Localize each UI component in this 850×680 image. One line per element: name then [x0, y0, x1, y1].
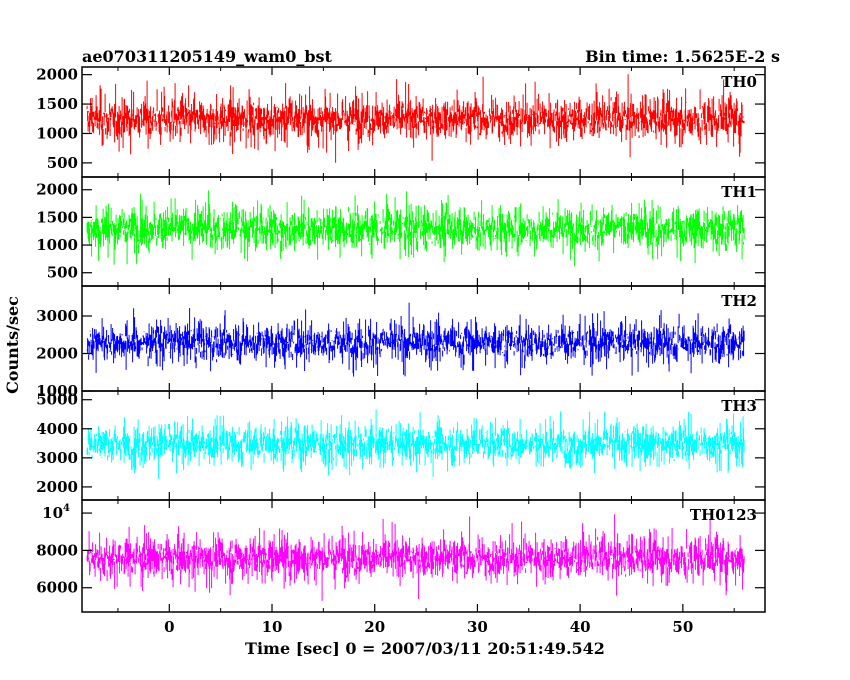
bin-time-label: Bin time: 1.5625E-2 s: [585, 47, 780, 66]
series-trace-th3: [86, 410, 745, 479]
y-tick-label: 1500: [36, 208, 78, 226]
panel-label-th0: TH0: [721, 73, 757, 91]
x-tick-label: 30: [467, 618, 488, 636]
x-tick-label: 40: [570, 618, 591, 636]
series-trace-th2: [86, 302, 745, 377]
y-tick-label: 4000: [36, 420, 78, 438]
y-tick-label: 3000: [36, 449, 78, 467]
y-tick-label: 2000: [36, 478, 78, 496]
y-tick-label: 2000: [36, 66, 78, 84]
panel-label-th0123: TH0123: [690, 506, 757, 524]
y-tick-label: 5000: [36, 391, 78, 409]
series-trace-th0123: [86, 514, 745, 601]
panel-frame: [81, 499, 766, 613]
x-tick-label: 20: [364, 618, 385, 636]
y-tick-label: 1000: [36, 124, 78, 142]
x-tick-label: 0: [164, 618, 174, 636]
x-tick-label: 10: [262, 618, 283, 636]
y-tick-label: 1000: [36, 382, 78, 400]
y-tick-label: 3000: [36, 307, 78, 325]
y-tick-label: 500: [47, 264, 78, 282]
y-tick-label: 2000: [36, 181, 78, 199]
x-axis-label: Time [sec] 0 = 2007/03/11 20:51:49.542: [245, 639, 605, 658]
panel-label-th1: TH1: [721, 183, 757, 201]
x-tick-label: 50: [672, 618, 693, 636]
y-tick-label: 500: [47, 154, 78, 172]
panel-label-th3: TH3: [721, 397, 757, 415]
y-tick-label: 104: [42, 503, 70, 522]
series-trace-th0: [86, 74, 745, 163]
y-tick-label: 6000: [36, 579, 78, 597]
chart-title: ae070311205149_wam0_bst: [82, 47, 333, 66]
y-tick-label: 1000: [36, 236, 78, 254]
y-tick-label: 8000: [36, 541, 78, 559]
y-axis-label: Counts/sec: [3, 296, 22, 394]
y-tick-label: 2000: [36, 345, 78, 363]
series-trace-th1: [86, 190, 745, 267]
y-tick-label: 1500: [36, 95, 78, 113]
panel-label-th2: TH2: [721, 292, 757, 310]
y-tick-exponent: 4: [63, 503, 70, 514]
